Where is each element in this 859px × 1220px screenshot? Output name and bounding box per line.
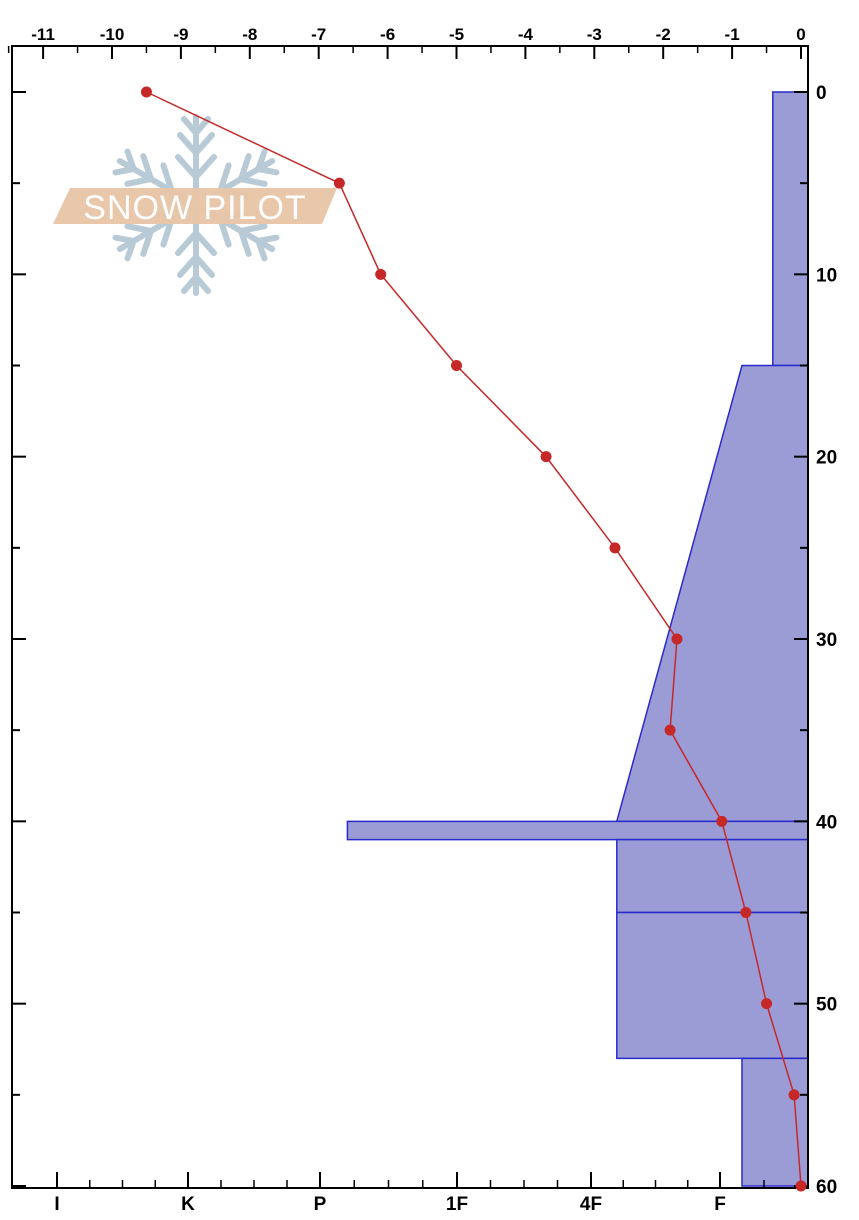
right-tick-label: 30 (816, 630, 837, 651)
right-tick-label: 20 (816, 448, 837, 469)
top-tick-label: -10 (100, 25, 125, 44)
plot-frame (11, 45, 809, 1189)
top-tick-label: -9 (173, 25, 188, 44)
right-tick-label: 10 (816, 265, 837, 286)
hardness-layer-0 (772, 91, 809, 367)
top-tick-label: -2 (656, 25, 671, 44)
right-tick-label: 40 (816, 812, 837, 833)
top-tick-label: -6 (380, 25, 395, 44)
temperature-point (716, 815, 728, 827)
watermark-banner (53, 188, 337, 224)
hardness-layer-4 (616, 911, 809, 1060)
bottom-tick-label: F (714, 1194, 726, 1215)
temperature-point (740, 907, 752, 918)
bottom-tick-label: 4F (580, 1194, 602, 1215)
temperature-point (795, 1180, 807, 1192)
watermark-text: SNOW PILOT (83, 189, 306, 227)
top-tick-label: -4 (518, 25, 534, 44)
bottom-tick-label: P (314, 1194, 327, 1215)
top-tick-label: -11 (31, 25, 55, 44)
top-tick-label: -8 (242, 25, 257, 44)
temperature-point (540, 451, 552, 463)
right-tick-label: 50 (816, 995, 837, 1016)
temperature-point (333, 177, 345, 189)
snow-pilot-watermark: SNOW PILOT (53, 114, 337, 293)
top-tick-label: -5 (449, 25, 464, 44)
top-tick-label: -1 (725, 25, 740, 44)
temperature-point (140, 86, 152, 98)
hardness-layers (346, 91, 809, 1187)
bottom-tick-label: K (181, 1194, 195, 1215)
right-tick-label: 0 (816, 83, 827, 104)
temperature-point (375, 268, 387, 280)
hardness-layer-5 (741, 1057, 809, 1187)
temperature-series (140, 86, 807, 1192)
right-tick-label: 60 (816, 1177, 837, 1198)
hardness-layer-3 (616, 838, 809, 914)
bottom-tick-label: 1F (446, 1194, 468, 1215)
temperature-point (609, 542, 621, 554)
temperature-point (664, 724, 676, 736)
top-tick-label: -7 (311, 25, 326, 44)
temperature-point (761, 998, 773, 1010)
top-tick-label: 0 (796, 25, 805, 44)
hardness-layer-2 (346, 820, 809, 841)
temperature-point (451, 360, 462, 371)
bottom-tick-label: I (54, 1194, 59, 1215)
temperature-point (788, 1089, 800, 1101)
temperature-point (671, 633, 683, 645)
top-tick-label: -3 (587, 25, 602, 44)
plot-border (11, 45, 809, 1189)
